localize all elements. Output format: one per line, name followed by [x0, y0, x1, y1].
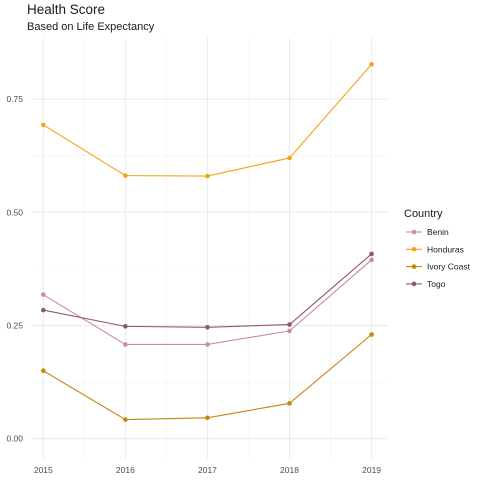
data-point-benin	[41, 292, 46, 297]
legend-key-point-togo	[411, 281, 417, 287]
data-point-togo	[287, 322, 292, 327]
legend-label-honduras: Honduras	[427, 244, 464, 254]
y-tick-label: 0.50	[6, 207, 23, 217]
data-point-honduras	[123, 173, 128, 178]
data-point-ivory-coast	[287, 401, 292, 406]
legend-key-point-ivory-coast	[411, 264, 417, 269]
data-point-benin	[205, 342, 210, 347]
legend-label-ivory-coast: Ivory Coast	[427, 262, 471, 272]
y-tick-label: 0.75	[6, 94, 23, 104]
data-point-ivory-coast	[123, 417, 128, 422]
data-point-honduras	[369, 61, 374, 67]
legend-label-togo: Togo	[427, 279, 446, 289]
data-point-benin	[287, 328, 292, 334]
legend-title: Country	[404, 208, 443, 220]
data-point-togo	[369, 251, 374, 257]
data-point-ivory-coast	[205, 415, 210, 421]
x-tick-label: 2016	[116, 465, 135, 475]
data-point-honduras	[41, 122, 46, 128]
y-tick-label: 0.25	[6, 320, 23, 330]
y-tick-label: 0.00	[6, 434, 23, 444]
data-point-togo	[41, 307, 46, 313]
legend-label-benin: Benin	[427, 227, 449, 237]
x-tick-label: 2019	[362, 465, 381, 475]
x-tick-label: 2018	[280, 465, 299, 475]
data-point-togo	[123, 324, 128, 329]
data-point-ivory-coast	[369, 332, 374, 337]
legend-key-point-benin	[411, 229, 417, 235]
legend-key-point-honduras	[411, 247, 417, 252]
data-point-togo	[205, 324, 210, 330]
data-point-benin	[369, 257, 374, 263]
data-point-honduras	[205, 173, 210, 179]
x-tick-label: 2015	[34, 465, 53, 475]
chart-title: Health Score	[27, 2, 106, 17]
chart-subtitle: Based on Life Expectancy	[27, 21, 155, 33]
data-point-benin	[123, 342, 128, 347]
x-tick-label: 2017	[198, 465, 217, 475]
data-point-ivory-coast	[41, 368, 46, 374]
data-point-honduras	[287, 155, 292, 161]
